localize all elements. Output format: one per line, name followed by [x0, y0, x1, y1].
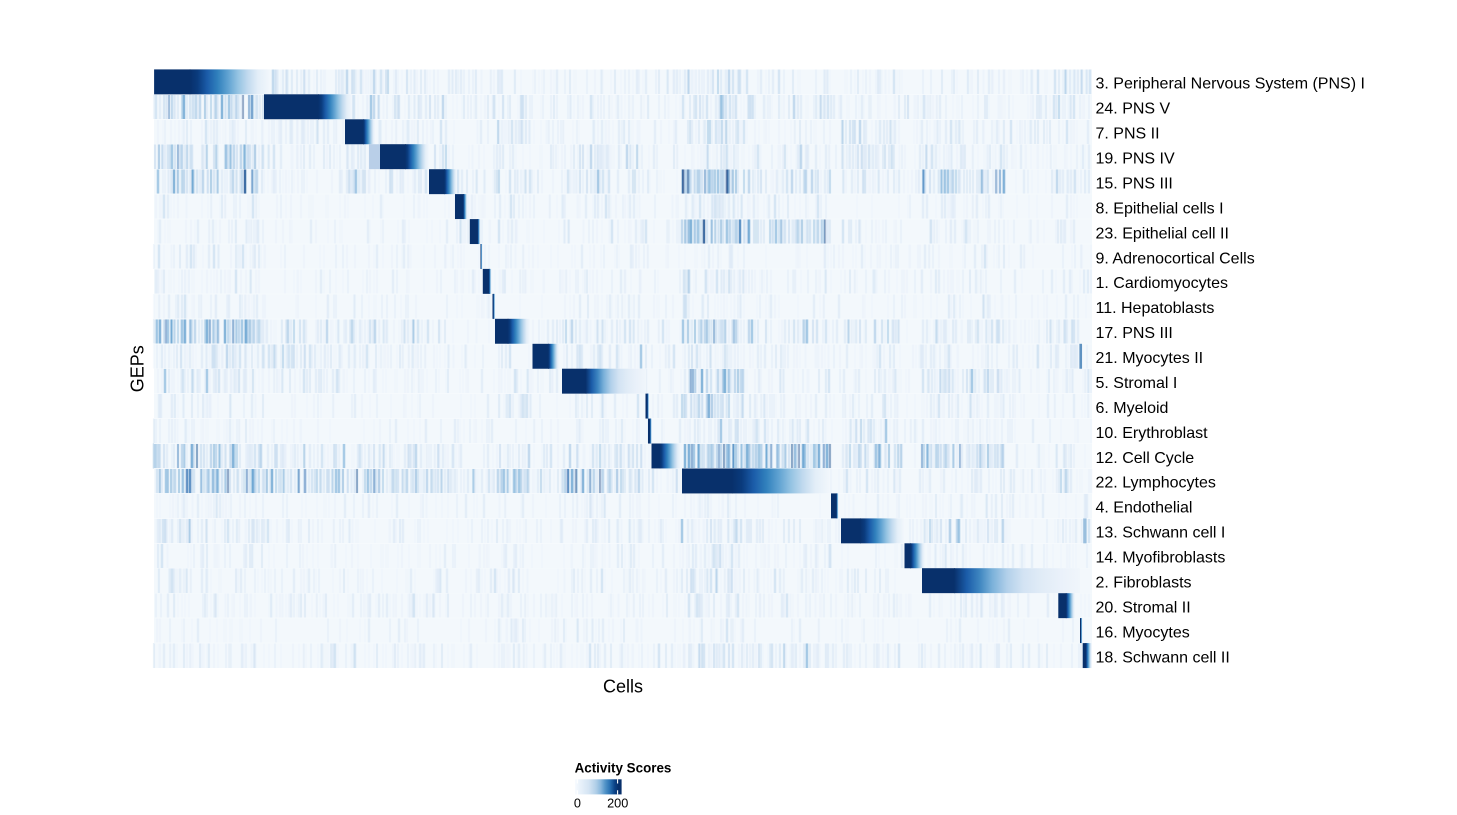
svg-text:GEPs: GEPs — [127, 345, 147, 392]
svg-text:22. Lymphocytes: 22. Lymphocytes — [1096, 475, 1216, 492]
svg-text:18. Schwann cell II: 18. Schwann cell II — [1096, 649, 1230, 666]
svg-text:11. Hepatoblasts: 11. Hepatoblasts — [1096, 300, 1215, 317]
svg-text:17. PNS III: 17. PNS III — [1096, 325, 1173, 342]
svg-text:Activity Scores: Activity Scores — [575, 760, 672, 775]
svg-text:4. Endothelial: 4. Endothelial — [1096, 500, 1193, 517]
svg-text:0: 0 — [574, 797, 581, 811]
svg-text:19. PNS IV: 19. PNS IV — [1096, 151, 1175, 168]
svg-text:7. PNS II: 7. PNS II — [1096, 126, 1160, 143]
svg-text:13. Schwann cell I: 13. Schwann cell I — [1096, 525, 1226, 542]
svg-text:9. Adrenocortical Cells: 9. Adrenocortical Cells — [1096, 250, 1255, 267]
svg-text:200: 200 — [607, 797, 628, 811]
svg-text:16. Myocytes: 16. Myocytes — [1096, 624, 1190, 641]
svg-text:Cells: Cells — [603, 677, 643, 697]
svg-text:15. PNS III: 15. PNS III — [1096, 175, 1173, 192]
svg-text:10. Erythroblast: 10. Erythroblast — [1096, 425, 1209, 442]
svg-text:6. Myeloid: 6. Myeloid — [1096, 400, 1169, 417]
svg-text:5. Stromal I: 5. Stromal I — [1096, 375, 1178, 392]
svg-text:8. Epithelial cells I: 8. Epithelial cells I — [1096, 200, 1224, 217]
svg-text:14. Myofibroblasts: 14. Myofibroblasts — [1096, 550, 1226, 567]
svg-text:1. Cardiomyocytes: 1. Cardiomyocytes — [1096, 275, 1229, 292]
svg-text:21. Myocytes II: 21. Myocytes II — [1096, 350, 1204, 367]
svg-text:2. Fibroblasts: 2. Fibroblasts — [1096, 575, 1192, 592]
svg-text:12. Cell Cycle: 12. Cell Cycle — [1096, 450, 1195, 467]
svg-text:3. Peripheral Nervous System (: 3. Peripheral Nervous System (PNS) I — [1096, 76, 1365, 93]
svg-text:23. Epithelial cell II: 23. Epithelial cell II — [1096, 225, 1229, 242]
svg-text:20. Stromal II: 20. Stromal II — [1096, 599, 1191, 616]
svg-text:24. PNS V: 24. PNS V — [1096, 101, 1171, 118]
